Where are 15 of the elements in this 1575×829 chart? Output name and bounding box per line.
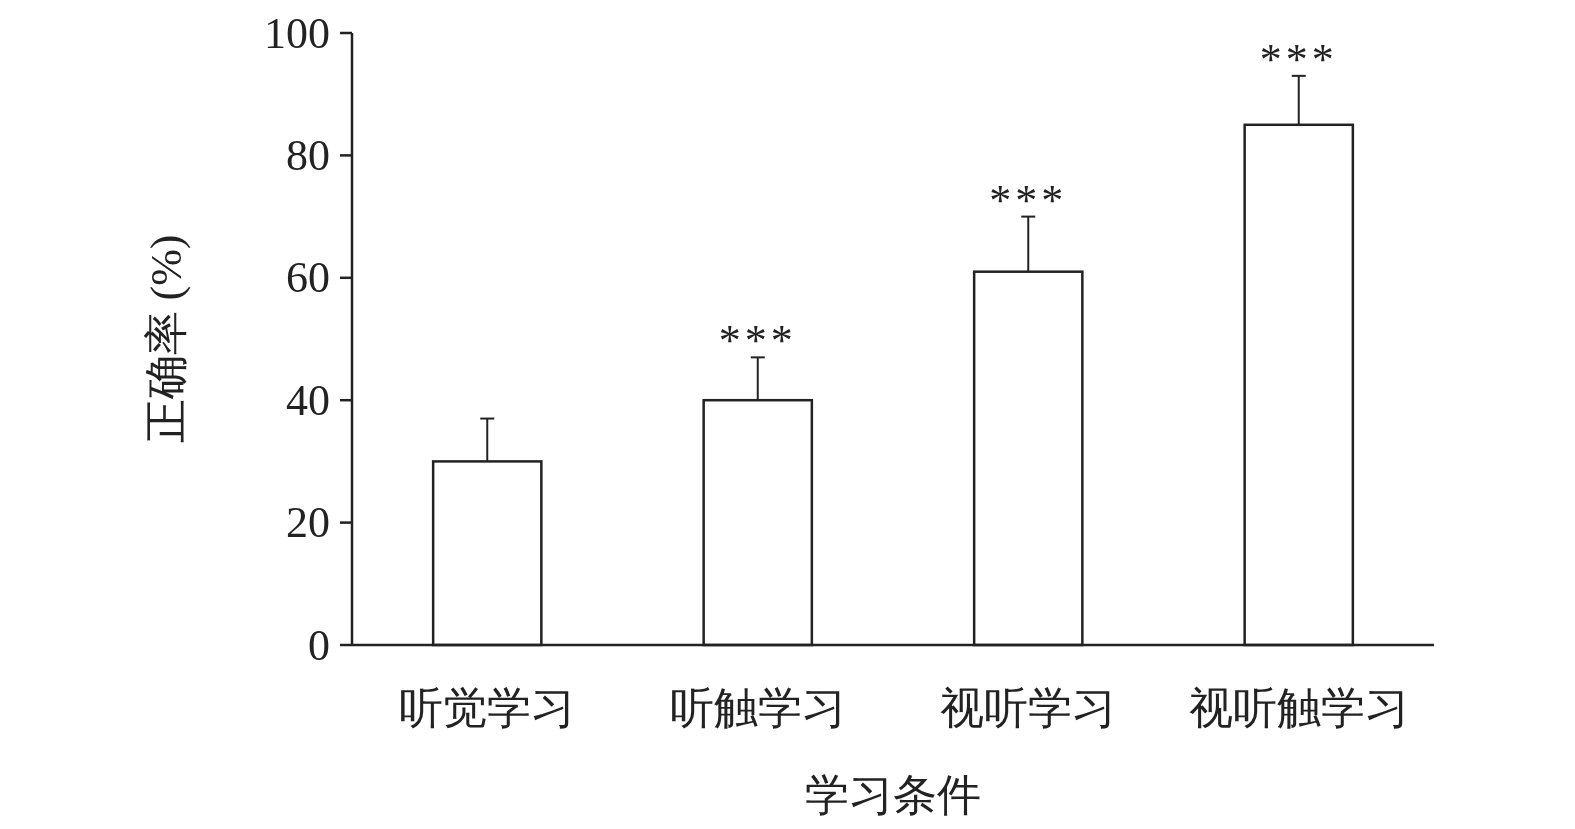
y-tick-label: 0 <box>308 620 330 670</box>
y-tick-label: 100 <box>264 8 330 58</box>
y-tick-label: 80 <box>286 130 330 180</box>
x-tick-label: 听触学习 <box>669 683 846 733</box>
y-tick-label: 40 <box>286 375 330 425</box>
annotation: *** <box>1259 34 1338 84</box>
x-tick-label: 听觉学习 <box>399 683 576 733</box>
y-axis-title: 正确率 (%) <box>141 234 191 444</box>
x-tick-label: 视听学习 <box>940 683 1117 733</box>
annotation: *** <box>718 316 797 366</box>
annotation: *** <box>989 175 1068 225</box>
x-axis-title: 学习条件 <box>805 770 981 820</box>
x-tick-label: 视听触学习 <box>1188 683 1409 733</box>
y-tick-label: 20 <box>286 498 330 548</box>
y-tick-label: 60 <box>286 253 330 303</box>
